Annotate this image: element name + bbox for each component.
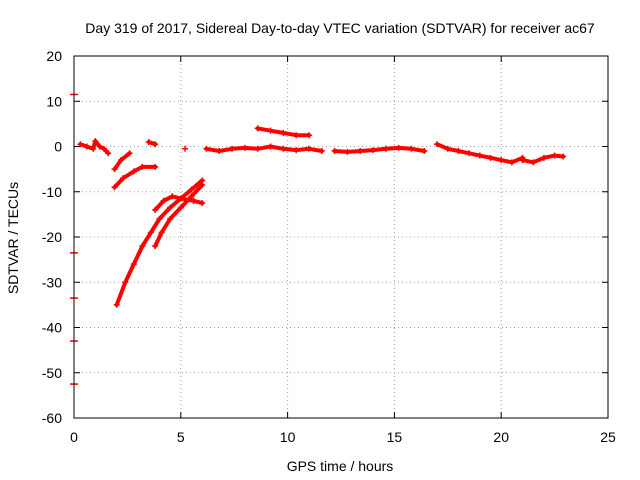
data-point xyxy=(487,154,494,161)
data-point xyxy=(152,206,159,213)
chart-title: Day 319 of 2017, Sidereal Day-to-day VTE… xyxy=(85,20,595,36)
data-point xyxy=(100,145,107,152)
data-point xyxy=(122,279,129,286)
data-point xyxy=(455,148,462,155)
data-point xyxy=(293,132,300,139)
data-point xyxy=(139,163,146,170)
data-point xyxy=(267,143,274,150)
data-point xyxy=(182,145,189,152)
x-tick-label: 15 xyxy=(387,429,403,445)
data-point xyxy=(199,200,206,207)
data-point xyxy=(152,163,159,170)
data-point xyxy=(156,215,163,222)
data-point xyxy=(254,145,261,152)
data-point xyxy=(241,144,248,151)
data-segment xyxy=(153,183,205,249)
data-point xyxy=(120,175,127,182)
y-tick-label: 10 xyxy=(46,93,62,109)
data-point xyxy=(96,143,103,150)
data-point xyxy=(190,197,197,204)
y-tick-label: -50 xyxy=(42,365,62,381)
x-tick-label: 0 xyxy=(70,429,78,445)
data-point xyxy=(519,157,526,164)
x-tick-label: 20 xyxy=(493,429,509,445)
data-point xyxy=(395,144,402,151)
data-point xyxy=(466,150,473,157)
data-point xyxy=(267,127,274,134)
x-axis-label: GPS time / hours xyxy=(287,458,394,474)
data-point xyxy=(551,152,558,159)
data-point xyxy=(203,145,210,152)
data-point xyxy=(90,145,97,152)
data-point xyxy=(158,229,165,236)
data-point xyxy=(434,141,441,148)
data-point xyxy=(421,148,428,155)
data-point xyxy=(111,166,118,173)
data-point xyxy=(498,157,505,164)
data-point xyxy=(254,125,261,132)
data-point xyxy=(382,145,389,152)
grid xyxy=(74,56,608,418)
data-point xyxy=(216,148,223,155)
data-point xyxy=(280,129,287,136)
data-point xyxy=(293,147,300,154)
x-tick-label: 5 xyxy=(177,429,185,445)
data-point xyxy=(199,181,206,188)
data-point xyxy=(188,186,195,193)
data-point xyxy=(167,204,174,211)
data-point xyxy=(126,150,133,157)
y-tick-label: -20 xyxy=(42,229,62,245)
data-point xyxy=(305,145,312,152)
data-point xyxy=(139,243,146,250)
data-point xyxy=(113,301,120,308)
data-point xyxy=(229,145,236,152)
data-point xyxy=(540,154,547,161)
y-tick-label: -60 xyxy=(42,410,62,426)
data-point xyxy=(188,193,195,200)
data-point xyxy=(105,150,112,157)
data-point xyxy=(83,143,90,150)
axis-ticks: 0 5 10 15 20 25 -60 -50 -40 -30 -20 -10 0 10 20 xyxy=(42,48,616,445)
data-point xyxy=(152,141,159,148)
data-point xyxy=(130,168,137,175)
y-axis-label: SDTVAR / TECUs xyxy=(5,182,21,294)
data-point xyxy=(152,243,159,250)
data-point xyxy=(444,145,451,152)
y-tick-label: 20 xyxy=(46,48,62,64)
y-tick-label: -40 xyxy=(42,320,62,336)
data-point xyxy=(305,132,312,139)
data-point xyxy=(92,138,99,145)
x-tick-label: 10 xyxy=(280,429,296,445)
data-point xyxy=(177,195,184,202)
data-point xyxy=(370,147,377,154)
data-point xyxy=(147,229,154,236)
data-point xyxy=(280,145,287,152)
data-point xyxy=(476,152,483,159)
data-point xyxy=(331,148,338,155)
y-tick-label: 0 xyxy=(54,139,62,155)
data-point xyxy=(169,193,176,200)
data-point xyxy=(117,157,124,164)
data-point xyxy=(508,159,515,166)
y-tick-label: -10 xyxy=(42,184,62,200)
data-point xyxy=(130,261,137,268)
data-point xyxy=(177,204,184,211)
data-point xyxy=(111,184,118,191)
data-point xyxy=(167,215,174,222)
x-tick-label: 25 xyxy=(600,429,616,445)
y-tick-label: -30 xyxy=(42,274,62,290)
data-point xyxy=(77,141,84,148)
data-point xyxy=(560,153,567,160)
data-point xyxy=(160,197,167,204)
data-segment xyxy=(114,178,205,307)
data-point xyxy=(530,159,537,166)
data-point xyxy=(318,148,325,155)
data-point xyxy=(408,145,415,152)
data-point xyxy=(145,138,152,145)
data-point xyxy=(344,148,351,155)
data-segment xyxy=(204,144,324,153)
data-point xyxy=(357,148,364,155)
